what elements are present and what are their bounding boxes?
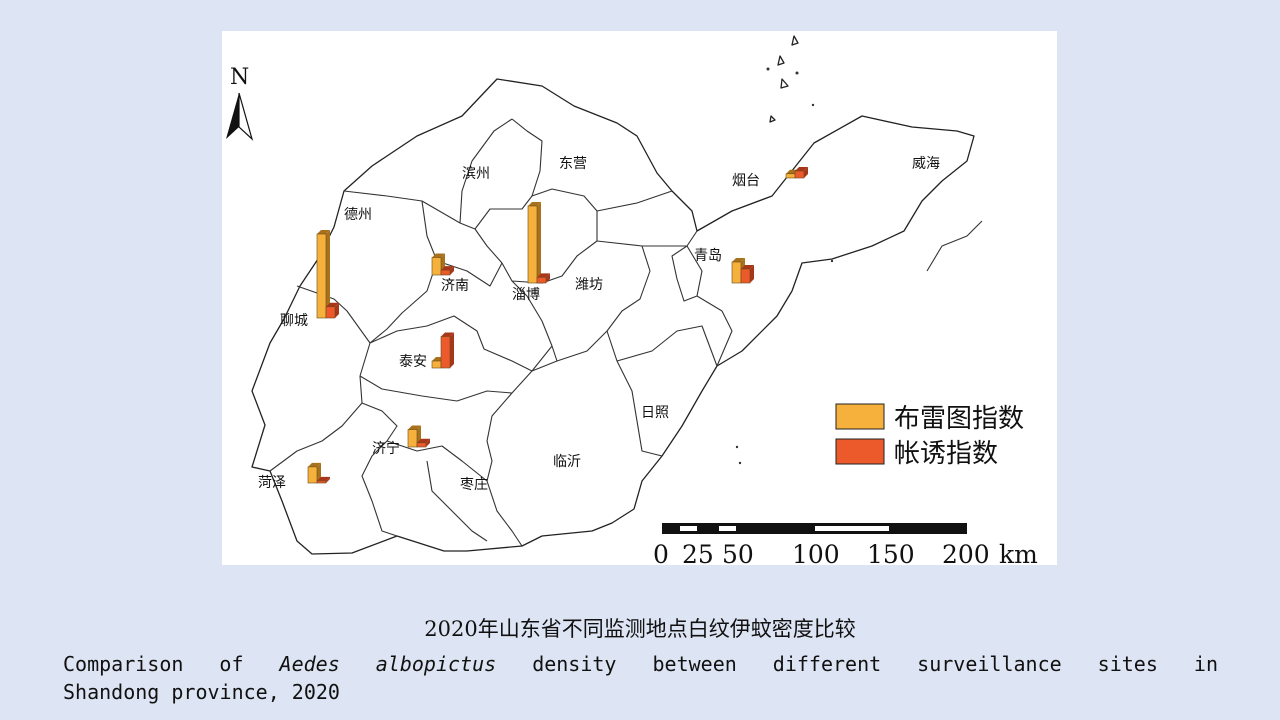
map-panel: N 德州 滨州 东营 烟台 威海 聊城 济南 淄博 潍坊 青岛 泰安 日照 济宁…: [222, 31, 1057, 565]
bar-top-1-1: [537, 273, 550, 278]
bar-0-0: [316, 233, 327, 319]
bar-top-5-1: [795, 167, 808, 171]
bar-top-7-1: [317, 476, 330, 481]
bar-1-1: [536, 277, 547, 284]
bar-group-2: [431, 332, 454, 369]
north-arrow-icon: [226, 93, 239, 139]
bar-5-0: [785, 173, 796, 179]
city-binzhou: 滨州: [462, 166, 490, 182]
city-linyi: 临沂: [553, 454, 581, 470]
bar-side-0-0: [326, 230, 330, 318]
caption-english-line2: Shandong province, 2020: [63, 680, 340, 704]
north-label: N: [230, 65, 249, 90]
city-qingdao: 青岛: [694, 248, 722, 264]
scale-tick-150: 150: [867, 540, 915, 565]
bar-2-1: [440, 336, 451, 369]
bars-layer: [307, 167, 808, 484]
bar-5-1: [794, 170, 805, 179]
bar-side-1-1: [546, 273, 550, 283]
bar-top-3-0: [732, 258, 745, 262]
north-arrow: N: [226, 65, 254, 141]
legend-label-breteau: 布雷图指数: [894, 404, 1024, 434]
city-liaocheng: 聊城: [280, 313, 308, 329]
bar-group-5: [785, 167, 808, 179]
bar-6-0: [407, 429, 418, 448]
scale-tick-100: 100: [792, 540, 840, 565]
bar-7-0: [307, 466, 318, 484]
bar-1-0: [527, 205, 538, 284]
bar-top-6-1: [417, 438, 430, 443]
city-rizhao: 日照: [641, 405, 669, 421]
bar-top-1-0: [528, 202, 541, 206]
bar-7-1: [316, 480, 327, 484]
legend-label-net-trap: 帐诱指数: [894, 439, 998, 469]
prefecture-borders: [269, 118, 983, 547]
city-weihai: 威海: [912, 156, 940, 172]
bar-side-4-1: [450, 266, 454, 275]
bar-side-7-1: [326, 476, 330, 483]
bar-top-7-0: [308, 462, 321, 467]
bar-4-0: [431, 257, 442, 276]
caption-english-line1: Comparison of Aedes albopictus density b…: [63, 650, 1218, 678]
caption-english-species: Aedes albopictus: [279, 652, 497, 676]
islands: [735, 35, 834, 465]
bar-side-5-1: [804, 167, 808, 178]
scale-tick-0: 0: [653, 540, 669, 565]
bar-0-1: [325, 306, 336, 319]
city-labels: 德州 滨州 东营 烟台 威海 聊城 济南 淄博 潍坊 青岛 泰安 日照 济宁 临…: [258, 156, 940, 493]
shandong-map: N 德州 滨州 东营 烟台 威海 聊城 济南 淄博 潍坊 青岛 泰安 日照 济宁…: [226, 35, 1038, 565]
bar-group-7: [307, 462, 330, 484]
city-dezhou: 德州: [344, 207, 372, 223]
bar-top-3-1: [741, 265, 754, 269]
scale-unit: km: [999, 540, 1038, 565]
legend-swatch-breteau: [835, 403, 885, 430]
bar-4-1: [440, 269, 451, 276]
caption-english-prefix: Comparison of: [63, 652, 244, 676]
city-yantai: 烟台: [732, 173, 760, 189]
bar-side-6-1: [426, 438, 430, 447]
caption-chinese: 2020年山东省不同监测地点白纹伊蚊密度比较: [424, 617, 856, 641]
bar-3-1: [740, 268, 751, 284]
bar-top-2-1: [441, 332, 454, 337]
bar-side-1-0: [537, 202, 541, 283]
legend: 布雷图指数 帐诱指数: [835, 403, 1024, 469]
bar-side-0-1: [335, 302, 339, 318]
bar-group-1: [527, 202, 550, 284]
caption-english-suffix: density between different surveillance s…: [532, 652, 1218, 676]
bar-top-4-0: [432, 253, 445, 258]
scale-tick-25: 25: [682, 540, 714, 565]
city-jining: 济宁: [372, 440, 400, 457]
province-outline: [251, 78, 975, 555]
bar-top-4-1: [441, 266, 454, 271]
scale-bar: 0 25 50 100 150 200 km: [653, 523, 1038, 565]
caption-english: Comparison of Aedes albopictus density b…: [63, 650, 1218, 706]
bar-top-0-1: [326, 302, 339, 307]
bar-group-6: [407, 425, 430, 448]
bar-6-1: [416, 442, 427, 448]
city-weifang: 潍坊: [575, 277, 603, 293]
scale-tick-200: 200: [942, 540, 990, 565]
bar-group-4: [431, 253, 454, 276]
bar-top-6-0: [408, 425, 421, 430]
city-jinan: 济南: [441, 278, 469, 294]
bar-group-0: [316, 230, 339, 319]
bar-3-0: [731, 261, 742, 284]
legend-swatch-net-trap: [835, 438, 885, 465]
bar-top-0-0: [317, 230, 330, 234]
city-taian: 泰安: [399, 354, 427, 370]
bar-side-2-1: [450, 332, 454, 368]
bar-2-0: [431, 360, 442, 369]
bar-group-3: [731, 258, 754, 284]
city-zibo: 淄博: [512, 286, 540, 303]
city-heze: 菏泽: [258, 475, 286, 491]
city-zaozhuang: 枣庄: [460, 476, 488, 493]
scale-tick-50: 50: [722, 540, 754, 565]
city-dongying: 东营: [559, 156, 587, 172]
bar-side-3-1: [750, 265, 754, 283]
